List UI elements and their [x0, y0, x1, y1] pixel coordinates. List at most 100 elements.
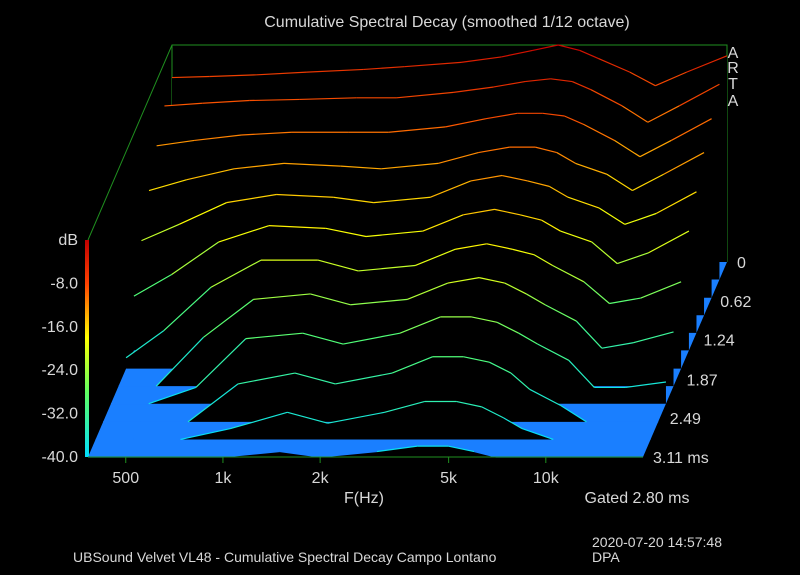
slice-line-segment — [155, 336, 204, 387]
x-tick-label: 10k — [533, 470, 560, 487]
z-tick-label: 2.49 — [670, 411, 701, 428]
slice-line-segment — [310, 293, 351, 306]
slice-line-segment — [519, 214, 542, 221]
slice-line-segment — [363, 66, 405, 71]
slice-line-segment — [647, 105, 680, 123]
slice-line-segment — [493, 80, 526, 88]
slice-line-segment — [524, 78, 551, 83]
slice-line-segment — [335, 372, 393, 385]
logo-letter: T — [728, 76, 738, 93]
slice-fill — [88, 446, 643, 457]
slice-line-segment — [474, 450, 496, 458]
decay-slices — [88, 44, 728, 458]
slice-line-segment — [141, 223, 180, 242]
slice-line-segment — [249, 98, 300, 102]
gate-label: Gated 2.80 ms — [585, 490, 690, 507]
slice-line-segment — [283, 162, 341, 167]
slice-line-segment — [558, 44, 580, 52]
slice-line-segment — [148, 386, 197, 405]
slice-line-segment — [445, 118, 487, 128]
slice-line-segment — [226, 193, 277, 204]
slice-line-segment — [518, 332, 538, 345]
slice-line-segment — [503, 417, 523, 430]
slice-fill — [103, 356, 659, 422]
x-tick-label: 2k — [312, 470, 330, 487]
slice-line-segment — [479, 277, 505, 284]
slice-line-segment — [237, 372, 296, 385]
slice-line-segment — [358, 264, 416, 272]
slice-line-segment — [471, 316, 498, 323]
slice-line-segment — [640, 281, 682, 299]
slice-line-segment — [655, 191, 697, 215]
x-tick-label: 1k — [214, 470, 232, 487]
slice-line-segment — [485, 112, 518, 120]
slice-line-segment — [529, 388, 562, 407]
slice-line-segment — [245, 332, 303, 340]
slice-line-segment — [550, 78, 573, 83]
slice-line-segment — [163, 286, 212, 332]
slice-line-segment — [180, 428, 231, 441]
slice-line-segment — [501, 174, 528, 182]
slice-line-segment — [148, 179, 187, 192]
slice-line-segment — [317, 259, 359, 272]
x-tick-label: 500 — [112, 470, 139, 487]
slice-line-segment — [350, 298, 408, 306]
slice-line-segment — [537, 343, 570, 361]
slice-line-segment — [481, 406, 504, 419]
slice-line-segment — [560, 405, 587, 423]
slice-line-segment — [376, 445, 418, 453]
slice-line-segment — [381, 162, 439, 170]
slice-line-segment — [571, 80, 592, 91]
slice-line-segment — [548, 185, 569, 198]
slice-line-segment — [195, 338, 247, 388]
slice-line-segment — [527, 180, 550, 187]
slice-line-segment — [404, 61, 462, 68]
slice-line-segment — [455, 243, 487, 250]
y-tick-label: -16.0 — [42, 319, 79, 336]
slice-line-segment — [156, 139, 195, 147]
slice-line-segment — [560, 230, 592, 243]
slice-line-segment — [333, 196, 374, 204]
slice-line-segment — [564, 115, 584, 125]
x-axis-label: F(Hz) — [344, 490, 384, 507]
slice-line-segment — [178, 202, 227, 225]
slice-line-segment — [133, 273, 172, 297]
slice-line-segment — [601, 342, 634, 349]
slice-line-segment — [633, 331, 674, 344]
slice-line-segment — [512, 248, 535, 256]
slice-line-segment — [629, 71, 656, 87]
slice-line-segment — [268, 225, 326, 229]
slice-line-segment — [399, 316, 441, 334]
slice-line-segment — [325, 227, 367, 238]
z-tick-label: 1.87 — [686, 372, 717, 389]
slice-line-segment — [632, 173, 664, 192]
slice-line-segment — [203, 298, 254, 338]
slice-line-segment — [125, 330, 165, 359]
slice-line-segment — [575, 162, 608, 175]
slice-line-segment — [591, 241, 618, 265]
slice-line-segment — [460, 56, 502, 63]
slice-line-segment — [542, 112, 565, 117]
slice-line-segment — [210, 259, 262, 288]
slice-line-segment — [663, 152, 705, 175]
slice-line-segment — [575, 320, 603, 349]
slice-line-segment — [609, 297, 641, 305]
slice-line-segment — [590, 89, 623, 107]
slice-line-segment — [222, 450, 280, 458]
y-tick-label: -40.0 — [42, 449, 79, 466]
slice-line-segment — [320, 450, 378, 458]
arta-logo: A R T A — [727, 45, 739, 110]
slice-line-segment — [342, 332, 401, 345]
z-tick-label: 1.24 — [704, 333, 735, 350]
slice-line-segment — [521, 428, 554, 441]
slice-line-segment — [568, 359, 595, 388]
z-tick-label: 0.62 — [720, 294, 751, 311]
y-tick-label: -8.0 — [50, 275, 78, 292]
footer-description: UBSound Velvet VL48 - Cumulative Spectra… — [73, 549, 497, 565]
logo-letter: A — [728, 93, 739, 110]
slice-line-segment — [582, 123, 615, 141]
slice-line-segment — [526, 293, 546, 306]
slice-line-segment — [340, 165, 382, 170]
slice-line-segment — [625, 381, 667, 389]
